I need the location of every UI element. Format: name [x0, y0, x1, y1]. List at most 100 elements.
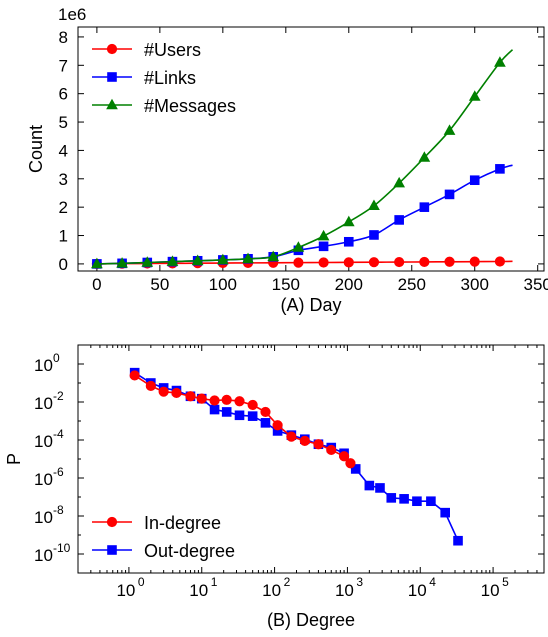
y-tick-label: 4: [59, 141, 68, 160]
data-point: [158, 386, 169, 397]
x-tick-label: 150: [272, 275, 300, 294]
legend-label: #Messages: [144, 96, 236, 116]
y-tick-label: 3: [59, 170, 68, 189]
data-point: [418, 151, 431, 162]
data-point: [185, 391, 196, 402]
data-point: [209, 395, 220, 406]
y-tick-exponent: -8: [53, 503, 64, 517]
data-point: [419, 256, 430, 268]
y-tick-label: 0: [59, 255, 68, 274]
data-point: [364, 480, 375, 491]
y-axis-label: Count: [26, 125, 46, 173]
x-tick-base: 10: [189, 581, 208, 600]
x-tick-exponent: 1: [211, 575, 218, 589]
x-tick-label: 10 1: [189, 575, 217, 600]
y-tick-label: 7: [59, 56, 68, 75]
data-point: [342, 215, 355, 227]
data-point: [443, 124, 456, 135]
data-point: [343, 257, 354, 268]
y-tick-exponent: -6: [53, 465, 64, 479]
data-point: [209, 404, 220, 415]
data-point: [386, 493, 397, 503]
data-point: [299, 435, 310, 446]
y-tick-base: 10: [34, 356, 53, 375]
data-point: [221, 394, 232, 405]
offset-label: 1e6: [58, 5, 86, 24]
series-0: [129, 370, 356, 469]
x-tick-label: 10 2: [262, 575, 290, 600]
x-axis-label: (A) Day: [280, 295, 341, 315]
data-point: [338, 451, 350, 462]
x-tick-exponent: 0: [138, 575, 145, 589]
data-point: [419, 202, 430, 212]
data-point: [260, 406, 271, 418]
x-tick-label: 300: [461, 275, 489, 294]
data-point: [368, 199, 380, 211]
data-point: [318, 241, 329, 252]
data-point: [171, 387, 182, 399]
y-tick-label: 10 -10: [34, 541, 71, 565]
data-point: [343, 236, 354, 247]
data-point: [292, 241, 305, 252]
data-point: [345, 458, 356, 469]
data-point: [129, 370, 140, 381]
legend-marker: [106, 516, 118, 528]
x-tick-label: 50: [150, 275, 169, 294]
data-point: [247, 411, 258, 421]
panel-a-line-chart: 0 50 100 150 200 250 300 350 0 1 2 3 4 5 6 7 8 1e6 (A) Day…: [26, 5, 548, 315]
data-point: [234, 396, 245, 407]
data-point: [141, 256, 154, 267]
y-tick-base: 10: [34, 546, 53, 565]
y-axis-label: P: [4, 453, 24, 465]
data-point: [216, 253, 229, 265]
y-tick-label: 8: [59, 28, 68, 47]
x-tick-base: 10: [262, 581, 281, 600]
data-point: [494, 56, 506, 67]
legend: #Users #Links #Messages: [92, 40, 236, 116]
x-tick-base: 10: [481, 581, 500, 600]
data-point: [469, 256, 480, 267]
x-tick-label: 200: [335, 275, 363, 294]
data-point: [393, 176, 406, 188]
data-point: [221, 407, 232, 417]
x-tick-base: 10: [408, 581, 427, 600]
y-tick-base: 10: [34, 394, 53, 413]
legend-label: #Users: [144, 40, 201, 60]
data-point: [368, 257, 380, 268]
data-point: [394, 256, 405, 268]
y-tick-base: 10: [34, 470, 53, 489]
x-tick-exponent: 2: [284, 575, 291, 589]
x-tick-exponent: 3: [356, 575, 363, 589]
x-tick-label: 100: [209, 275, 237, 294]
data-point: [191, 254, 204, 266]
data-point: [399, 494, 409, 504]
x-tick-exponent: 4: [429, 575, 436, 589]
data-point: [196, 393, 207, 404]
x-tick-base: 10: [116, 581, 135, 600]
x-tick-label: 350: [524, 275, 548, 294]
data-point: [234, 410, 245, 421]
data-point: [293, 257, 304, 268]
data-point: [375, 483, 385, 493]
x-tick-label: 10 5: [481, 575, 509, 600]
data-point: [494, 256, 506, 267]
data-point: [444, 189, 455, 200]
data-point: [444, 256, 455, 267]
legend-marker: [107, 545, 117, 555]
data-point: [267, 250, 280, 262]
legend-label: In-degree: [144, 513, 221, 533]
data-point: [260, 418, 271, 428]
data-point: [469, 175, 480, 186]
data-point: [453, 535, 463, 546]
data-point: [440, 507, 450, 518]
y-tick-label: 10 -2: [34, 389, 64, 413]
y-tick-label: 2: [59, 198, 68, 217]
series-2: [91, 49, 514, 269]
y-tick-base: 10: [34, 508, 53, 527]
x-tick-label: 10 4: [408, 575, 436, 600]
data-point: [394, 215, 404, 225]
y-tick-label: 5: [59, 113, 68, 132]
plot-frame: [77, 26, 545, 272]
